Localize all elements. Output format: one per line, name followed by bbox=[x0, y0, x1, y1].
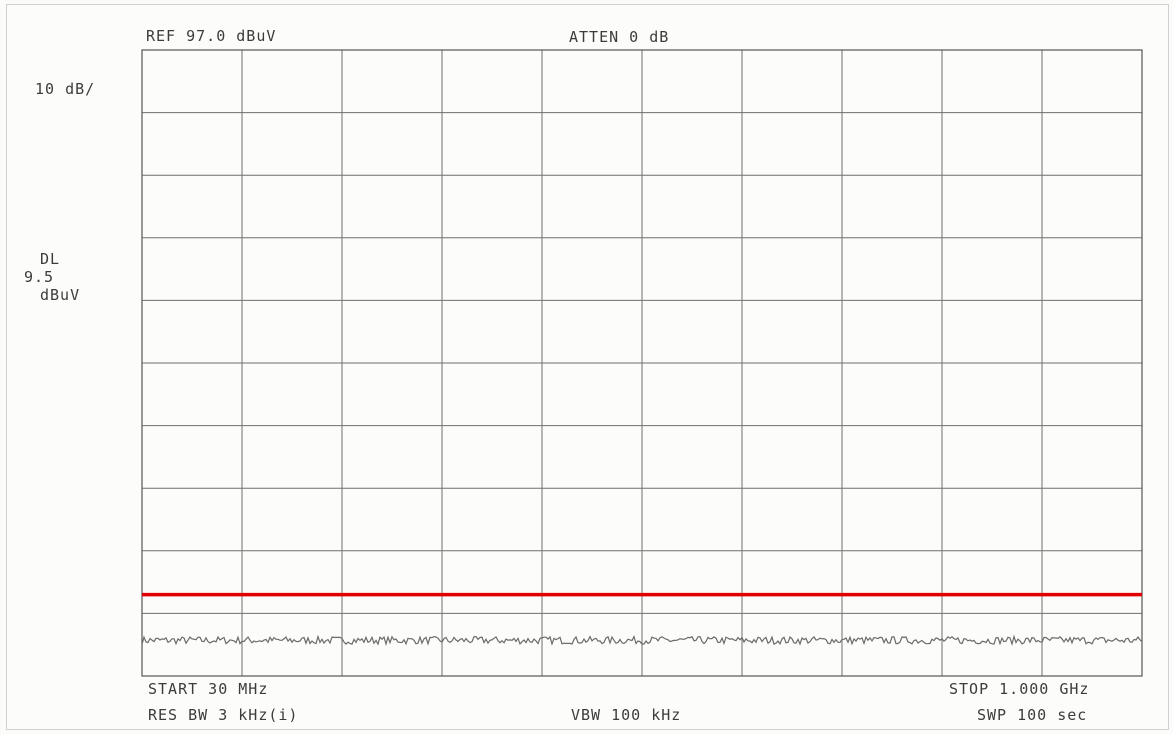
video-bandwidth-label: VBW 100 kHz bbox=[571, 706, 682, 724]
attenuation-label: ATTEN 0 dB bbox=[569, 28, 670, 46]
start-frequency-label: START 30 MHz bbox=[148, 680, 269, 698]
display-line-value: 9.5 bbox=[24, 268, 55, 286]
scale-label: 10 dB/ bbox=[35, 80, 96, 98]
noise-floor-trace bbox=[141, 634, 1143, 647]
ref-level-label: REF 97.0 dBuV bbox=[146, 27, 277, 45]
graticule-border bbox=[141, 49, 1143, 677]
display-line-label: DL bbox=[40, 250, 61, 268]
spectrum-printout bbox=[6, 4, 1169, 730]
resolution-bandwidth-label: RES BW 3 kHz(i) bbox=[148, 706, 299, 724]
stop-frequency-label: STOP 1.000 GHz bbox=[949, 680, 1090, 698]
display-line-unit: dBuV bbox=[40, 286, 81, 304]
sweep-time-label: SWP 100 sec bbox=[977, 706, 1088, 724]
